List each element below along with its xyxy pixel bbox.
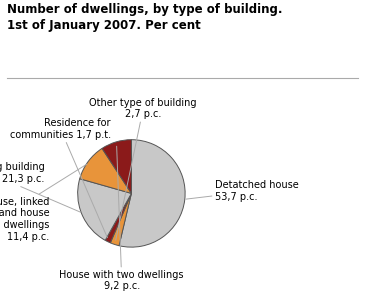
- Text: Other type of building
2,7 p.c.: Other type of building 2,7 p.c.: [89, 98, 197, 240]
- Text: Residence for
communities 1,7 p.t.: Residence for communities 1,7 p.t.: [10, 118, 111, 238]
- Wedge shape: [102, 140, 131, 193]
- Wedge shape: [105, 193, 131, 243]
- Text: Number of dwellings, by type of building.
1st of January 2007. Per cent: Number of dwellings, by type of building…: [7, 3, 283, 32]
- Text: House with two dwellings
9,2 p.c.: House with two dwellings 9,2 p.c.: [59, 146, 184, 291]
- Text: Detatched house
53,7 p.c.: Detatched house 53,7 p.c.: [186, 180, 299, 201]
- Wedge shape: [80, 148, 131, 193]
- Text: Row house, linked
house and house
with 3 or 4 dwellings
11,4 p.c.: Row house, linked house and house with 3…: [0, 164, 87, 242]
- Wedge shape: [78, 179, 131, 240]
- Wedge shape: [110, 193, 131, 246]
- Text: Multi-dwelling building
21,3 p.c.: Multi-dwelling building 21,3 p.c.: [0, 162, 81, 212]
- Wedge shape: [119, 140, 185, 247]
